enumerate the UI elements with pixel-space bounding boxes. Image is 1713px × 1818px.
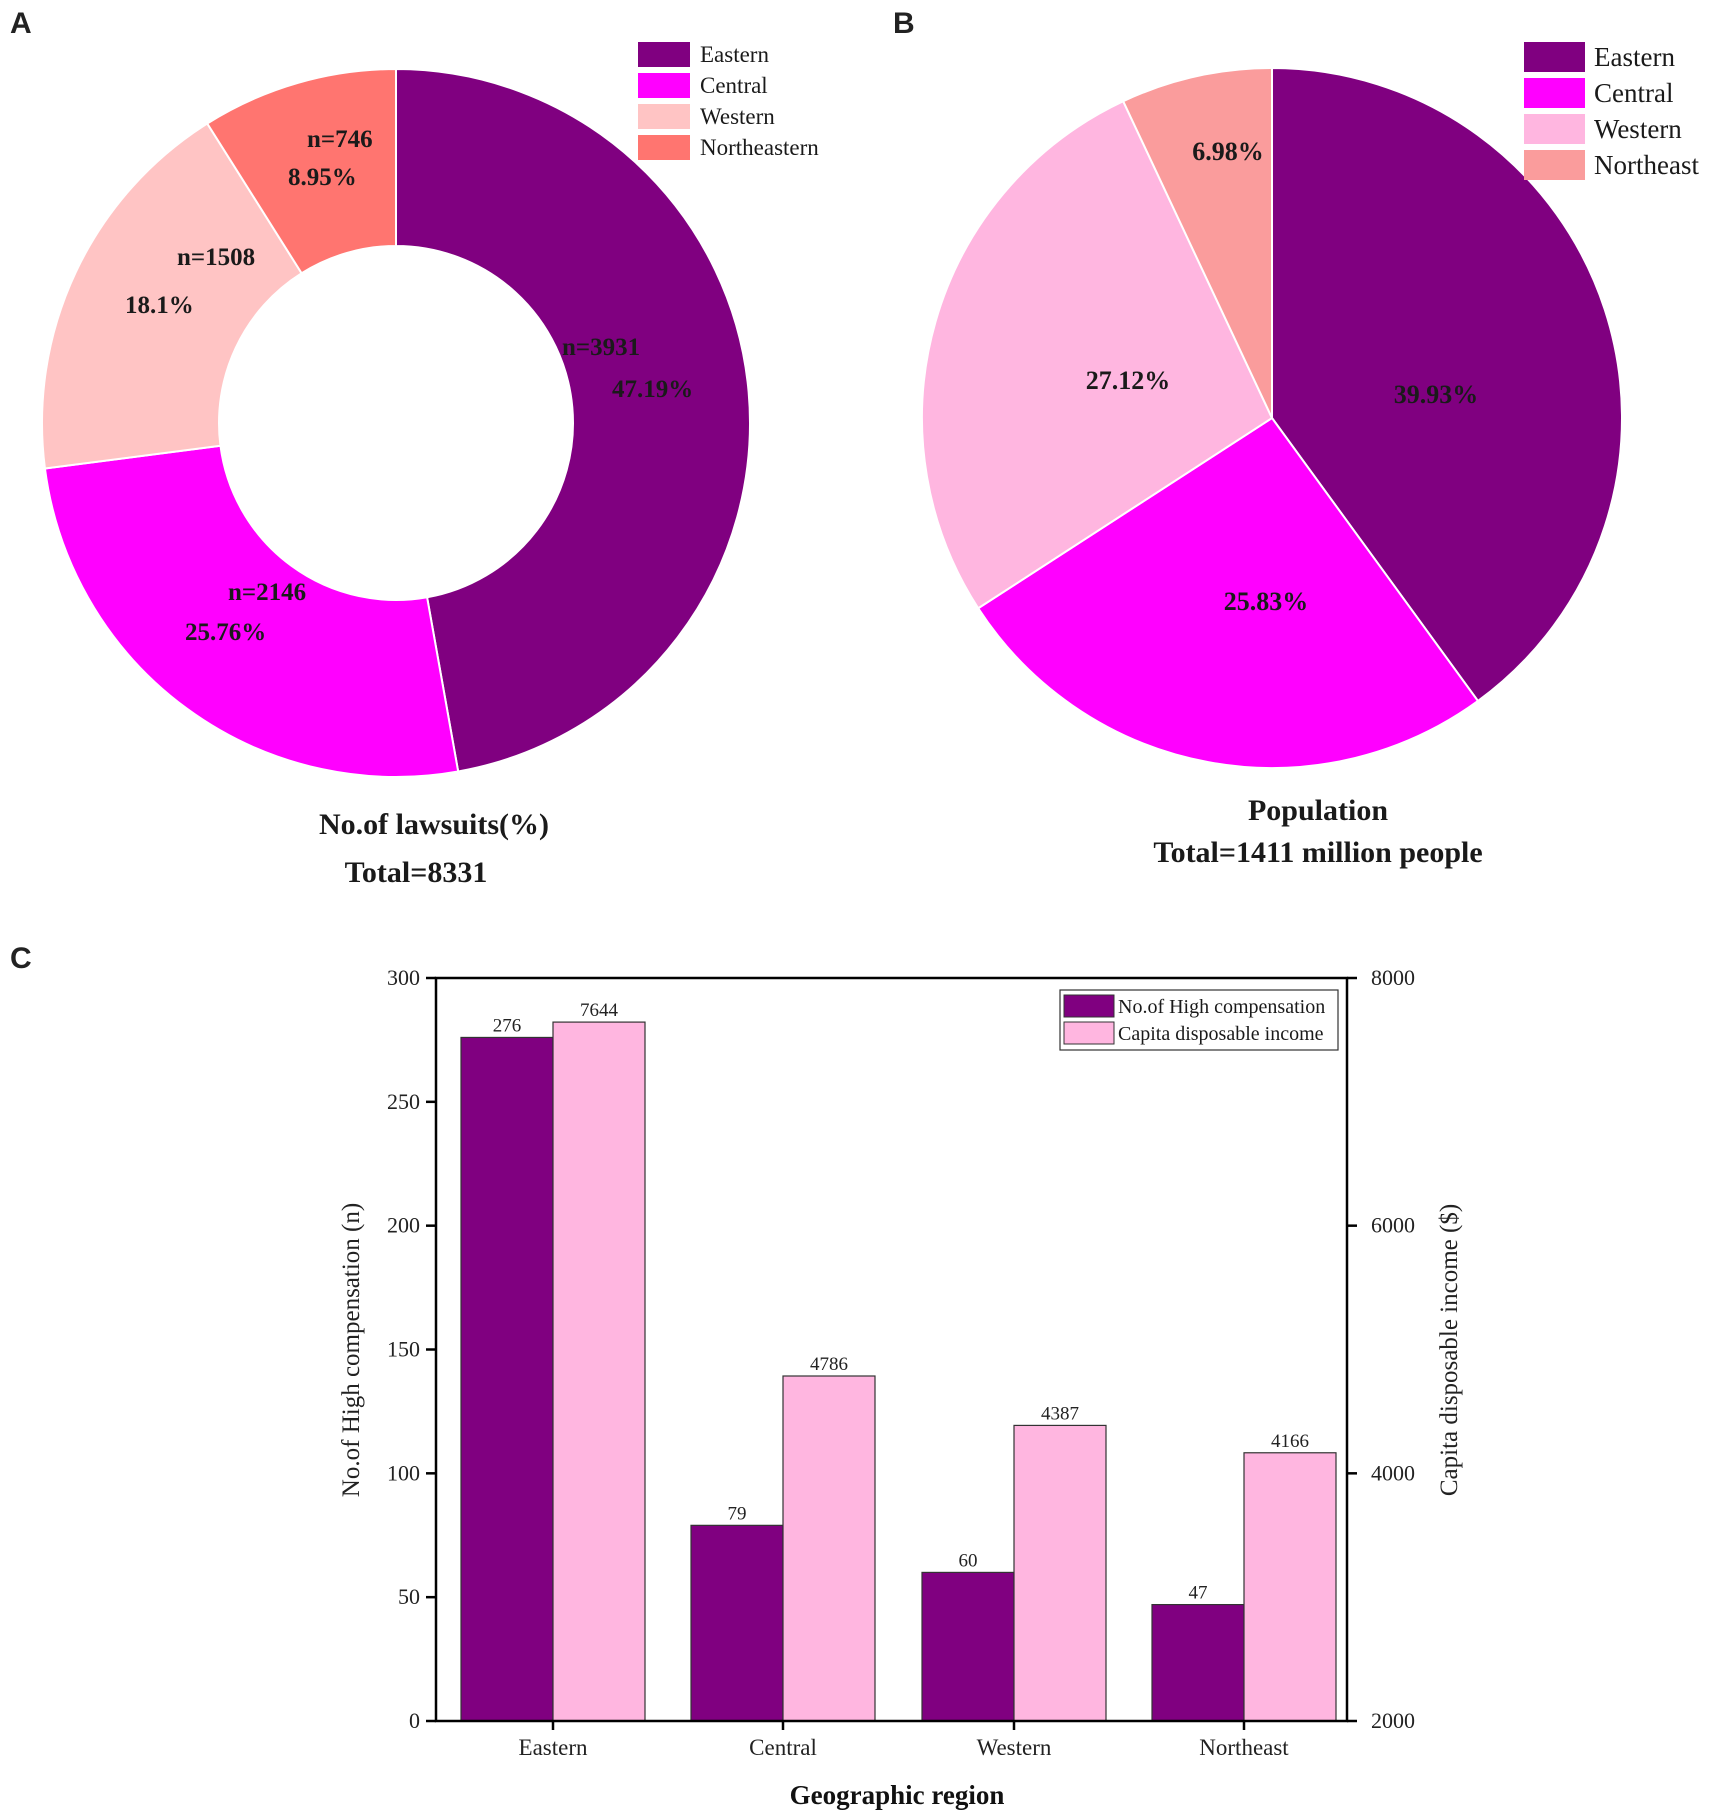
c-bar-income-northeast [1243, 1452, 1337, 1722]
c-bar-income-central [782, 1375, 876, 1722]
c-value-label-compensation-central: 79 [728, 1503, 747, 1524]
b-legend-label-central: Central [1594, 78, 1673, 108]
c-left-tick-label: 50 [398, 1584, 420, 1609]
b-legend: Eastern Central Western Northeast [1524, 42, 1699, 180]
c-legend-swatch-compensation [1063, 994, 1115, 1018]
a-chart-total: Total=8331 [345, 856, 488, 889]
c-right-tick-label: 4000 [1371, 1460, 1415, 1485]
a-legend-label-western: Western [700, 104, 775, 129]
panel-label-a: A [10, 7, 32, 40]
b-legend-swatch-eastern [1524, 42, 1585, 72]
c-left-tick-label: 200 [387, 1213, 420, 1238]
b-slice-eastern [1271, 66, 1623, 703]
b-western-pct-label: 27.12% [1086, 366, 1171, 395]
a-western-pct-label: 18.1% [125, 292, 194, 319]
c-right-tick-label: 2000 [1371, 1708, 1415, 1733]
a-northeastern-pct-label: 8.95% [288, 164, 357, 191]
a-eastern-pct-label: 47.19% [612, 376, 693, 403]
b-legend-swatch-northeast [1524, 150, 1585, 180]
a-legend-swatch-western [638, 104, 690, 129]
a-legend-label-central: Central [700, 73, 768, 98]
c-left-tick-label: 150 [387, 1337, 420, 1362]
population-pie-chart: 39.93% 25.83% 27.12% 6.98% Eastern Centr… [921, 42, 1699, 869]
a-eastern-n-label: n=3931 [562, 334, 640, 361]
b-legend-label-eastern: Eastern [1594, 42, 1675, 72]
b-legend-label-northeast: Northeast [1594, 150, 1699, 180]
a-slice-western [41, 122, 304, 470]
c-left-tick-label: 250 [387, 1089, 420, 1114]
a-legend-label-northeastern: Northeastern [700, 135, 819, 160]
a-slice-eastern [395, 67, 751, 773]
a-legend-swatch-eastern [638, 42, 690, 67]
c-value-label-compensation-western: 60 [959, 1550, 978, 1571]
a-slice-central [43, 444, 460, 778]
c-legend-label-compensation: No.of High compensation [1118, 996, 1325, 1018]
b-northeast-pct-label: 6.98% [1192, 137, 1264, 166]
c-value-label-compensation-eastern: 276 [493, 1015, 522, 1036]
c-bar-compensation-northeast [1151, 1603, 1245, 1722]
b-eastern-pct-label: 39.93% [1394, 380, 1479, 409]
panel-label-c: C [10, 942, 32, 975]
a-northeastern-n-label: n=746 [307, 126, 373, 153]
c-y-axis-title-left: No.of High compensation (n) [338, 1203, 365, 1497]
b-chart-title: Population [1248, 794, 1388, 827]
b-legend-swatch-western [1524, 114, 1585, 144]
c-category-label-central: Central [749, 1735, 817, 1760]
c-category-label-western: Western [977, 1735, 1052, 1760]
a-legend: Eastern Central Western Northeastern [638, 42, 819, 160]
c-bar-income-eastern [552, 1021, 646, 1722]
c-right-tick-label: 6000 [1371, 1213, 1415, 1238]
b-slice-western [921, 99, 1274, 610]
b-slice-central [976, 416, 1480, 769]
c-right-tick-label: 8000 [1371, 965, 1415, 990]
c-left-tick-label: 300 [387, 965, 420, 990]
lawsuits-donut-chart: n=3931 47.19% n=2146 25.76% n=1508 18.1%… [41, 42, 819, 889]
c-category-label-eastern: Eastern [519, 1735, 588, 1760]
a-legend-swatch-northeastern [638, 135, 690, 160]
c-value-label-income-western: 4387 [1041, 1403, 1079, 1424]
c-legend-label-income: Capita disposable income [1118, 1023, 1324, 1045]
c-left-tick-label: 100 [387, 1460, 420, 1485]
compensation-income-bar-chart: 276 7644 Eastern 79 4786 Central 60 4387 Western… [338, 965, 1463, 1810]
c-legend: No.of High compensation Capita disposabl… [1059, 989, 1339, 1051]
panel-label-b: B [893, 7, 915, 40]
c-y-axis-title-right: Capita disposable income ($) [1436, 1204, 1463, 1496]
c-value-label-income-central: 4786 [810, 1354, 848, 1375]
b-chart-total: Total=1411 million people [1153, 836, 1482, 869]
a-central-n-label: n=2146 [228, 579, 306, 606]
c-left-tick-label: 0 [409, 1708, 420, 1733]
c-legend-swatch-income [1063, 1021, 1115, 1045]
c-value-label-compensation-northeast: 47 [1189, 1583, 1208, 1604]
a-legend-swatch-central [638, 73, 690, 98]
c-value-label-income-northeast: 4166 [1271, 1431, 1309, 1452]
c-category-label-northeast: Northeast [1199, 1735, 1289, 1760]
b-legend-swatch-central [1524, 78, 1585, 108]
a-central-pct-label: 25.76% [185, 619, 266, 646]
c-bar-income-western [1013, 1424, 1107, 1722]
b-central-pct-label: 25.83% [1224, 587, 1309, 616]
a-slice-northeastern [205, 67, 397, 275]
a-chart-title: No.of lawsuits(%) [319, 808, 549, 841]
c-bar-compensation-central [690, 1524, 784, 1722]
c-value-label-income-eastern: 7644 [580, 1000, 619, 1021]
c-bar-compensation-western [921, 1571, 1015, 1722]
a-legend-label-eastern: Eastern [700, 42, 769, 67]
b-legend-label-western: Western [1594, 114, 1682, 144]
b-slice-northeast [1121, 66, 1273, 419]
a-western-n-label: n=1508 [177, 244, 255, 271]
c-bar-compensation-eastern [460, 1036, 554, 1722]
c-x-axis-title: Geographic region [790, 1780, 1005, 1810]
